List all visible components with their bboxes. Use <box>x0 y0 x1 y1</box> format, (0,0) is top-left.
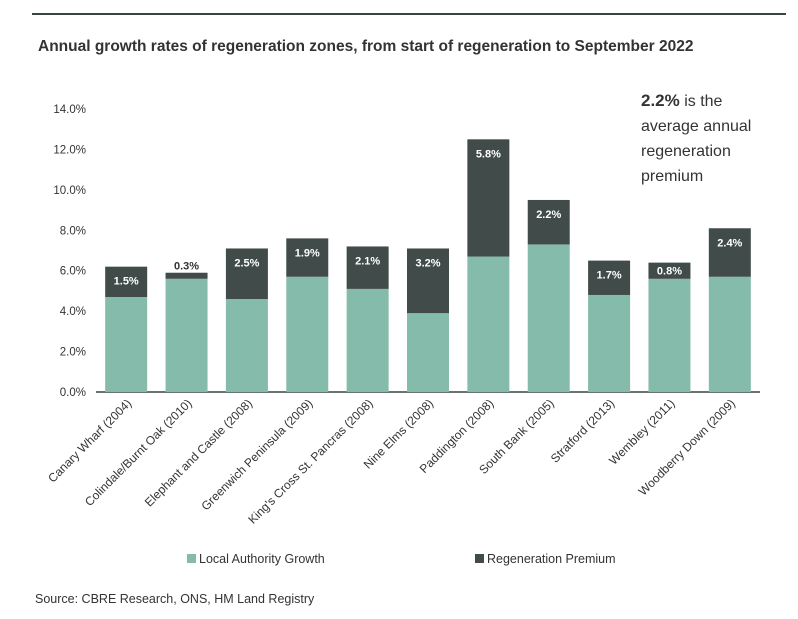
bar-local-authority-growth <box>105 296 148 392</box>
y-tick-label: 6.0% <box>60 266 86 278</box>
bar-regeneration-premium <box>407 248 449 314</box>
callout-text-1: is the <box>679 93 723 110</box>
x-category-label: Colindale/Burnt Oak (2010) <box>82 396 195 509</box>
premium-data-label: 5.8% <box>476 148 501 160</box>
legend-label-premium: Regeneration Premium <box>487 552 616 566</box>
callout-text-4: premium <box>641 168 704 185</box>
bar-regeneration-premium <box>588 260 631 295</box>
legend-swatch-premium <box>475 554 484 563</box>
callout-text-3: regeneration <box>641 143 731 160</box>
chart-title: Annual growth rates of regeneration zone… <box>38 38 694 55</box>
average-premium-callout: 2.2% is the average annual regeneration … <box>641 88 781 189</box>
legend-label-local: Local Authority Growth <box>199 552 325 566</box>
x-category-label: Greenwich Peninsula (2009) <box>198 396 315 513</box>
premium-data-label: 1.5% <box>114 276 139 288</box>
bar-local-authority-growth <box>225 299 268 392</box>
premium-data-label: 2.1% <box>355 255 380 267</box>
bar-local-authority-growth <box>527 244 570 392</box>
x-axis-labels: Canary Wharf (2004)Colindale/Burnt Oak (… <box>45 396 738 526</box>
premium-data-label: 2.4% <box>717 237 742 249</box>
premium-data-label: 2.5% <box>234 257 259 269</box>
y-tick-label: 0.0% <box>60 387 86 399</box>
y-tick-label: 10.0% <box>53 185 86 197</box>
bar-local-authority-growth <box>467 256 510 392</box>
bars: 1.5% 0.3% 2.5% 1.9% 2.1% 3.2% 5.8% 2.2% 1.7% 0.8%… <box>105 139 751 392</box>
x-category-label: King's Cross St. Pancras (2008) <box>245 396 375 526</box>
bar-local-authority-growth <box>588 294 631 392</box>
bar-regeneration-premium <box>467 139 510 257</box>
premium-data-label: 3.2% <box>415 257 440 269</box>
bar-regeneration-premium <box>708 228 751 277</box>
y-tick-label: 12.0% <box>53 144 86 156</box>
legend-swatch-local <box>187 554 196 563</box>
premium-data-label: 1.9% <box>295 247 320 259</box>
bar-local-authority-growth <box>708 276 751 392</box>
bar-regeneration-premium <box>346 246 389 289</box>
bar-regeneration-premium <box>165 272 208 279</box>
bar-regeneration-premium <box>286 238 329 277</box>
callout-text-2: average annual <box>641 118 752 135</box>
y-tick-label: 8.0% <box>60 225 86 237</box>
premium-data-label: 0.3% <box>174 261 199 273</box>
bar-regeneration-premium <box>225 248 268 300</box>
legend: Local Authority Growth Regeneration Prem… <box>187 552 616 566</box>
top-rule <box>32 13 786 15</box>
bar-regeneration-premium <box>648 262 691 279</box>
bar-local-authority-growth <box>165 278 208 392</box>
bar-local-authority-growth <box>407 313 449 392</box>
callout-value: 2.2% <box>641 91 680 110</box>
bar-local-authority-growth <box>286 276 329 392</box>
y-tick-label: 4.0% <box>60 306 86 318</box>
premium-data-label: 1.7% <box>597 270 622 282</box>
x-category-label: Elephant and Castle (2008) <box>142 396 255 509</box>
bar-local-authority-growth <box>346 288 389 392</box>
bar-local-authority-growth <box>648 278 691 392</box>
y-tick-label: 2.0% <box>60 347 86 359</box>
premium-data-label: 2.2% <box>536 209 561 221</box>
x-category-label: Stratford (2013) <box>548 396 617 465</box>
source-note: Source: CBRE Research, ONS, HM Land Regi… <box>35 592 315 606</box>
bar-regeneration-premium <box>527 199 570 245</box>
y-tick-label: 14.0% <box>53 104 86 116</box>
premium-data-label: 0.8% <box>657 266 682 278</box>
bar-regeneration-premium <box>105 266 148 297</box>
